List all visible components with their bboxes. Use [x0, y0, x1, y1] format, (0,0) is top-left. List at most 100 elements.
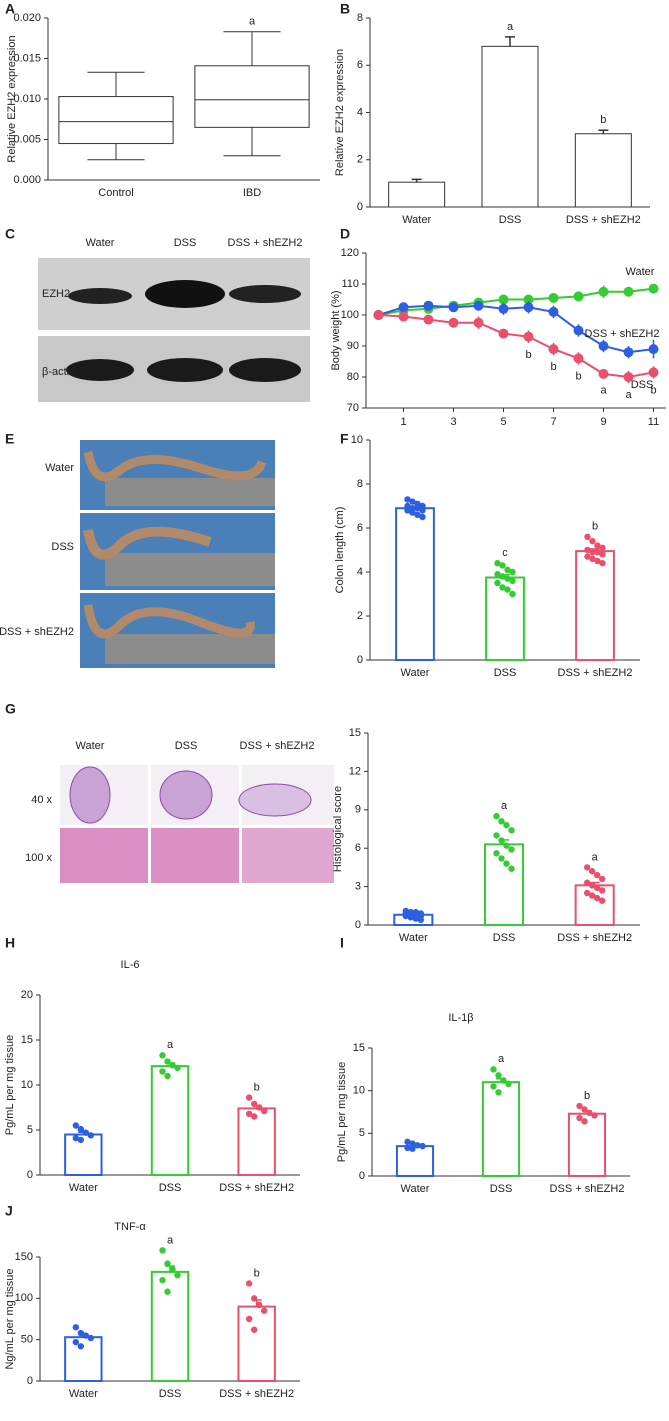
data-point	[82, 1129, 90, 1136]
point	[473, 300, 484, 311]
photo	[60, 828, 148, 883]
photo-label: Water	[45, 462, 74, 474]
data-point	[250, 1295, 258, 1302]
annotation: b	[254, 1082, 260, 1094]
point	[648, 344, 659, 355]
data-point	[255, 1301, 263, 1309]
panel-label: B	[340, 1, 350, 17]
y-tick-label: 0	[359, 1170, 365, 1182]
lane-label: DSS	[174, 237, 197, 249]
y-tick-label: 0.020	[13, 12, 41, 24]
data-point	[414, 500, 421, 507]
point	[523, 294, 534, 305]
point	[448, 302, 459, 313]
annotation: a	[167, 1039, 174, 1051]
photo	[151, 828, 239, 883]
data-point	[407, 914, 415, 921]
y-tick-label: 50	[21, 1334, 33, 1346]
y-axis-label: Colon length (cm)	[334, 507, 346, 594]
data-point	[414, 505, 421, 512]
data-point	[503, 821, 510, 829]
data-point	[409, 1145, 416, 1152]
bar	[575, 550, 615, 661]
x-tick-label: DSS + shEZH2	[566, 214, 641, 226]
series-line	[378, 287, 654, 316]
data-point	[77, 1343, 85, 1350]
data-point	[404, 502, 411, 510]
data-point	[245, 1315, 253, 1323]
chart: 0 2 4 6 8 10 Colon length (cm) Water DSS c DSS + s…	[334, 434, 640, 679]
bar	[388, 181, 446, 208]
data-point	[598, 875, 606, 883]
blot-band	[229, 285, 301, 303]
y-tick-label: 100	[15, 1292, 33, 1304]
data-point	[164, 1072, 171, 1080]
point	[423, 300, 434, 311]
x-tick-label: 3	[450, 416, 456, 428]
data-point	[598, 897, 606, 904]
tissue	[159, 770, 213, 820]
data-point	[505, 1080, 512, 1088]
data-point	[164, 1058, 171, 1065]
data-point	[599, 544, 606, 551]
data-point	[508, 846, 515, 853]
x-tick-label: Water	[69, 1182, 98, 1194]
data-point	[584, 553, 591, 560]
data-point	[250, 1113, 258, 1120]
y-tick-label: 5	[27, 1124, 33, 1136]
western-blot	[38, 258, 310, 402]
data-point	[159, 1052, 166, 1059]
panel-label: F	[340, 431, 349, 447]
point	[573, 353, 584, 364]
y-tick-label: 90	[347, 340, 359, 352]
data-point	[594, 542, 601, 549]
annotation: a	[249, 16, 256, 28]
y-tick-label: 110	[341, 278, 359, 290]
chart: 0 50 100 150 Ng/mL per mg tissue TNF-α Water DS…	[4, 1221, 300, 1400]
data-point	[87, 1334, 95, 1342]
bar	[237, 1107, 276, 1177]
x-tick-label: Water	[399, 932, 428, 944]
point	[448, 317, 459, 328]
data-point	[588, 892, 596, 899]
y-tick-label: 6	[355, 842, 361, 854]
photo-label: DSS + shEZH2	[0, 626, 74, 638]
bar	[481, 45, 539, 208]
data-point	[593, 884, 601, 892]
data-point	[404, 507, 411, 514]
row-label: 40 x	[31, 794, 52, 806]
chart: 0 5 10 15 20 Pg/mL per mg tissue IL-6 Water DSS a…	[4, 959, 300, 1194]
data-point	[250, 1326, 258, 1333]
y-tick-label: 15	[349, 727, 361, 739]
x-tick-label: 11	[648, 416, 659, 428]
x-tick-label: Water	[402, 214, 431, 226]
data-point	[490, 1066, 497, 1073]
panel-label: A	[5, 1, 15, 17]
y-tick-label: 150	[15, 1251, 33, 1263]
point	[473, 317, 484, 328]
histology-images	[60, 765, 334, 883]
y-tick-label: 10	[353, 1085, 365, 1097]
data-point	[498, 855, 505, 862]
x-tick-label: DSS + shEZH2	[557, 932, 632, 944]
panel-label: G	[5, 701, 16, 717]
y-tick-label: 15	[353, 1042, 365, 1054]
bar	[481, 1081, 521, 1177]
blot-band	[147, 358, 223, 382]
annotation: a	[592, 851, 599, 863]
point	[523, 331, 534, 342]
colon-photos	[80, 440, 275, 668]
x-tick-label: DSS + shEZH2	[219, 1182, 294, 1194]
y-tick-label: 0	[357, 654, 363, 666]
box	[194, 65, 310, 128]
photo	[242, 828, 334, 883]
annotation: b	[650, 384, 656, 396]
data-point	[504, 575, 511, 582]
point	[548, 292, 559, 303]
data-point	[589, 555, 596, 562]
data-point	[419, 502, 426, 510]
data-point	[493, 850, 500, 857]
series-line	[378, 314, 654, 379]
annotation: b	[525, 349, 531, 361]
data-point	[594, 549, 601, 556]
